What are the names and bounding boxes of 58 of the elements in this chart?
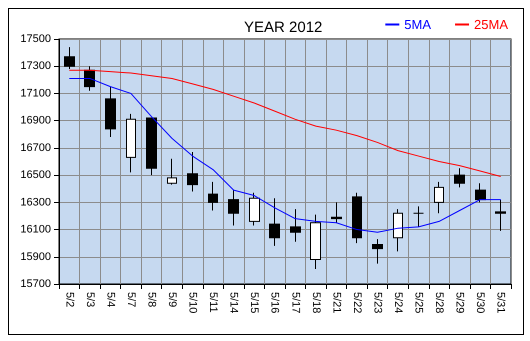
y-tick-label: 15700 — [20, 278, 51, 290]
candlestick — [475, 182, 486, 203]
candlestick — [372, 238, 383, 264]
x-tick-label: 5/7 — [124, 292, 137, 308]
x-tick-label: 5/11 — [207, 292, 220, 313]
x-tick-label: 5/9 — [166, 292, 178, 308]
candlestick — [208, 181, 218, 211]
candlestick — [434, 181, 444, 214]
x-tick-label: 5/3 — [84, 292, 96, 308]
x-tick-label: 5/24 — [392, 292, 404, 314]
y-tick-label: 16700 — [20, 142, 51, 154]
x-tick-label: 5/25 — [412, 292, 425, 314]
y-tick-label: 16100 — [20, 224, 51, 236]
legend-label: 5MA — [404, 17, 432, 32]
x-tick-label: 5/21 — [330, 292, 342, 314]
x-tick-label: 5/29 — [454, 292, 466, 314]
y-tick-label: 16900 — [20, 114, 51, 127]
y-tick-label: 16500 — [20, 169, 51, 182]
candlestick — [352, 192, 362, 244]
y-tick-label: 17300 — [20, 60, 51, 72]
candlestick — [310, 214, 321, 270]
candlestick — [495, 199, 506, 232]
candlestick — [146, 117, 157, 176]
y-tick-label: 17100 — [20, 87, 51, 100]
legend-label: 25MA — [474, 17, 508, 32]
candlestick — [393, 208, 403, 252]
chart-title: YEAR 2012 — [244, 19, 322, 36]
candlestick — [64, 46, 75, 70]
candlestick — [413, 206, 424, 228]
line-series — [68, 70, 502, 177]
candlestick — [290, 208, 301, 242]
candlestick — [249, 192, 260, 226]
y-tick-label: 15900 — [20, 250, 51, 263]
x-tick-label: 5/14 — [228, 292, 240, 314]
line-series — [68, 78, 502, 233]
candlestick — [269, 198, 280, 246]
y-tick-label: 17500 — [20, 33, 51, 45]
x-tick-label: 5/31 — [494, 292, 507, 314]
x-tick-label: 5/4 — [104, 292, 116, 308]
candlestick — [228, 190, 239, 226]
x-tick-label: 5/15 — [248, 292, 260, 314]
x-tick-label: 5/10 — [186, 292, 199, 314]
candlestick — [331, 202, 342, 224]
candlestick — [187, 151, 198, 192]
candlestick — [454, 168, 465, 188]
x-tick-label: 5/30 — [474, 292, 486, 314]
x-tick-label: 5/22 — [350, 292, 363, 314]
candlestick — [167, 158, 177, 186]
x-tick-label: 5/2 — [63, 292, 76, 308]
x-tick-label: 5/8 — [145, 292, 158, 308]
candlestick — [105, 86, 116, 138]
x-tick-label: 5/23 — [371, 292, 384, 314]
x-tick-label: 5/17 — [289, 292, 302, 314]
x-tick-label: 5/28 — [433, 292, 446, 314]
x-tick-label: 5/18 — [310, 292, 322, 314]
y-tick-label: 16300 — [20, 196, 51, 208]
candlestick — [126, 113, 136, 173]
x-tick-label: 5/16 — [268, 292, 281, 314]
